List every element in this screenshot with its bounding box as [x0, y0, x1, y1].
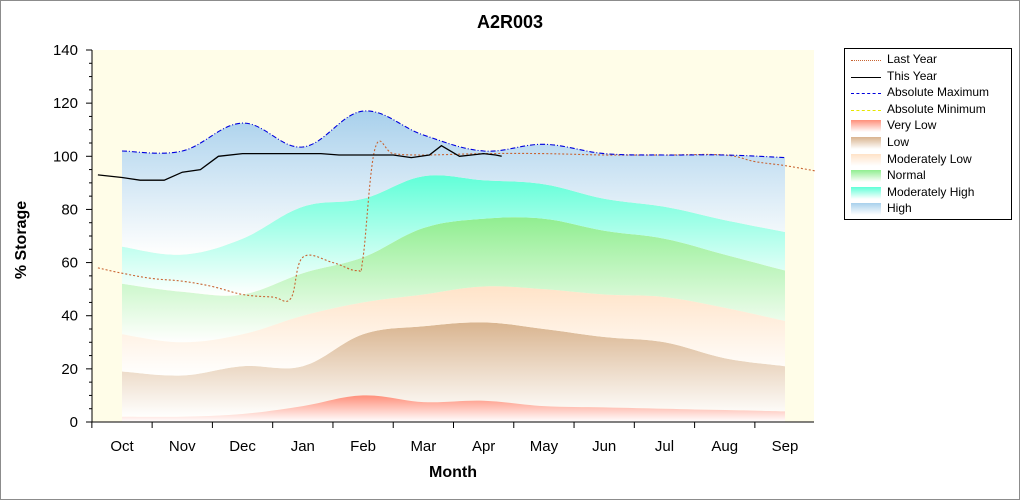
band-normal	[122, 217, 785, 343]
legend-label: Low	[887, 135, 910, 149]
band-high	[122, 110, 785, 255]
legend-label: This Year	[887, 68, 938, 83]
legend-label: Moderately Low	[887, 151, 972, 166]
x-tick-label: Apr	[472, 438, 495, 455]
x-tick-label: Oct	[110, 438, 134, 455]
legend-item: Absolute Minimum	[845, 102, 1011, 118]
legend-swatch	[851, 109, 881, 111]
legend-label: Very Low	[887, 118, 937, 133]
legend-swatch	[851, 120, 881, 133]
y-tick-label: 60	[61, 255, 78, 272]
legend-item: Absolute Maximum	[845, 85, 1011, 101]
x-tick-label: Nov	[169, 438, 196, 455]
legend-item: Normal	[845, 168, 1011, 184]
x-axis-label: Month	[429, 464, 477, 481]
x-tick-label: Jul	[655, 438, 674, 455]
legend-swatch	[851, 60, 881, 61]
band-very-low-fill	[122, 395, 785, 422]
y-tick-label: 100	[53, 148, 78, 165]
y-tick-label: 0	[70, 414, 78, 431]
x-tick-label: Aug	[711, 438, 738, 455]
legend-swatch	[851, 76, 881, 78]
y-tick-label: 120	[53, 95, 78, 112]
legend-swatch	[851, 137, 881, 149]
y-tick-label: 140	[53, 42, 78, 59]
legend-item: Very Low	[845, 118, 1011, 134]
series-line-last-year	[97, 140, 816, 302]
legend-label: High	[887, 201, 912, 216]
chart-title: A2R003	[476, 12, 544, 32]
x-tick-label: Dec	[229, 438, 256, 455]
legend-swatch	[851, 203, 881, 216]
legend-item: Last Year	[845, 52, 1011, 68]
x-tick-label: Jun	[592, 438, 616, 455]
legend-label: Absolute Minimum	[887, 101, 986, 116]
band-moderately-low	[122, 286, 785, 376]
band-moderately-high	[122, 175, 785, 296]
legend-item: Moderately High	[845, 185, 1011, 201]
series-line-absolute-maximum	[121, 110, 786, 159]
series-line-this-year	[97, 144, 502, 181]
legend-swatch	[851, 186, 881, 199]
legend-item: Low	[845, 135, 1011, 151]
x-tick-label: Sep	[772, 438, 799, 455]
y-tick-label: 20	[61, 361, 78, 378]
legend-swatch	[851, 93, 881, 95]
band-low	[122, 322, 785, 417]
y-tick-label: 80	[61, 201, 78, 218]
legend-item: Moderately Low	[845, 152, 1011, 168]
legend-item: High	[845, 201, 1011, 217]
legend-label: Last Year	[887, 52, 938, 66]
chart-legend: Last Year This Year Absolute Maximum Absolu…	[844, 48, 1012, 220]
legend-swatch	[851, 170, 881, 183]
y-tick-label: 40	[61, 308, 78, 325]
legend-label: Absolute Maximum	[887, 85, 990, 100]
x-tick-label: May	[530, 438, 559, 455]
legend-item: This Year	[845, 69, 1011, 85]
legend-label: Moderately High	[887, 184, 975, 199]
x-tick-label: Feb	[350, 438, 376, 455]
x-tick-label: Jan	[291, 438, 315, 455]
legend-label: Normal	[887, 168, 926, 183]
legend-swatch	[851, 153, 881, 166]
x-tick-label: Mar	[410, 438, 436, 455]
